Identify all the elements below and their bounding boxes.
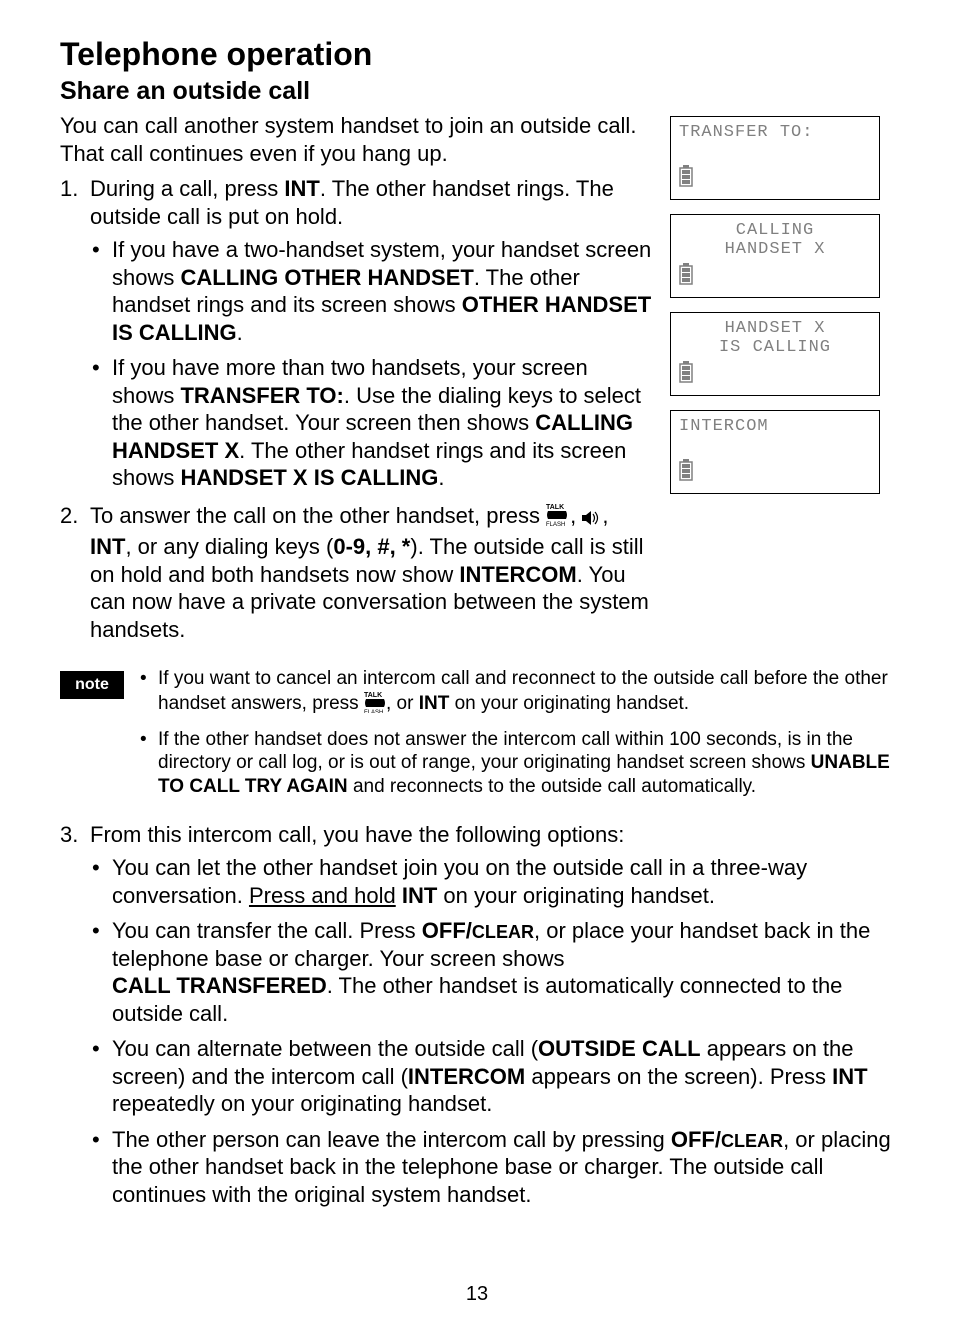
step-3: From this intercom call, you have the fo… — [60, 821, 894, 1209]
step3-bullet-2: You can transfer the call. Press OFF/CLE… — [90, 917, 894, 1027]
step3-bullet-4: The other person can leave the intercom … — [90, 1126, 894, 1209]
step-2: To answer the call on the other handset,… — [60, 502, 652, 644]
battery-icon — [679, 459, 693, 487]
lcd-screen-2: CALLING HANDSET X — [670, 214, 880, 298]
lcd2-line2: HANDSET X — [679, 240, 871, 259]
step1-bullet-2: If you have more than two handsets, your… — [90, 354, 652, 492]
intro-paragraph: You can call another system handset to j… — [60, 112, 652, 167]
lcd2-line1: CALLING — [679, 221, 871, 240]
talk-icon — [546, 503, 570, 534]
note-badge: note — [60, 671, 124, 699]
lcd-screen-1: TRANSFER TO: — [670, 116, 880, 200]
step1-int: INT — [284, 176, 319, 201]
note-item-1: If you want to cancel an intercom call a… — [138, 667, 894, 720]
lcd3-line1: HANDSET X — [679, 319, 871, 338]
step1-prefix: During a call, press — [90, 176, 284, 201]
battery-icon — [679, 361, 693, 389]
step3-lead: From this intercom call, you have the fo… — [90, 822, 624, 847]
step1-bullet-1: If you have a two-handset system, your h… — [90, 236, 652, 346]
lcd1-line1: TRANSFER TO: — [679, 123, 871, 142]
note-block: note If you want to cancel an intercom c… — [60, 667, 894, 807]
step3-bullet-1: You can let the other handset join you o… — [90, 854, 894, 909]
section-heading: Share an outside call — [60, 77, 894, 106]
battery-icon — [679, 165, 693, 193]
lcd-screen-4: INTERCOM — [670, 410, 880, 494]
lcd3-line2: IS CALLING — [679, 338, 871, 357]
step3-bullet-3: You can alternate between the outside ca… — [90, 1035, 894, 1118]
note-item-2: If the other handset does not answer the… — [138, 728, 894, 799]
lcd-screen-3: HANDSET X IS CALLING — [670, 312, 880, 396]
page-title: Telephone operation — [60, 36, 894, 73]
lcd4-line1: INTERCOM — [679, 417, 871, 436]
talk-icon — [364, 691, 386, 720]
battery-icon — [679, 263, 693, 291]
page-number: 13 — [0, 1283, 954, 1306]
speaker-icon — [582, 505, 602, 533]
step-1: During a call, press INT. The other hand… — [60, 175, 652, 492]
